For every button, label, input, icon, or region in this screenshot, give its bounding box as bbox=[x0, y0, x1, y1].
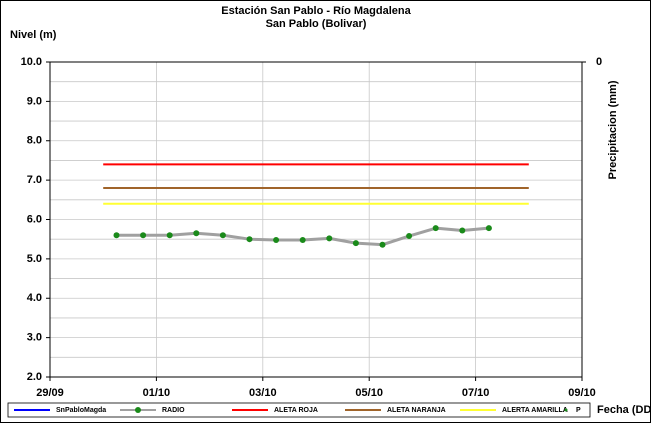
x-tick-label: 09/10 bbox=[568, 387, 596, 399]
y2-axis-label: Precipitacion (mm) bbox=[607, 80, 619, 179]
y2-tick-label: 0 bbox=[596, 56, 602, 68]
y-tick-label: 10.0 bbox=[21, 56, 42, 68]
data-point bbox=[113, 232, 120, 239]
x-tick-label: 07/10 bbox=[462, 387, 490, 399]
x-tick-label: 29/09 bbox=[36, 387, 64, 399]
legend-label: ALETA ROJA bbox=[274, 407, 318, 414]
data-point bbox=[166, 232, 173, 239]
data-point bbox=[193, 230, 200, 237]
legend-label: ALETA NARANJA bbox=[387, 407, 446, 414]
data-point bbox=[379, 241, 386, 248]
legend-label: P bbox=[576, 407, 581, 414]
data-point bbox=[219, 232, 226, 239]
x-axis-label: Fecha (DD/MM) bbox=[597, 404, 651, 416]
y-tick-label: 4.0 bbox=[27, 292, 42, 304]
data-point bbox=[299, 236, 306, 243]
chart-subtitle: San Pablo (Bolivar) bbox=[266, 18, 367, 30]
chart-title: Estación San Pablo - Río Magdalena bbox=[221, 5, 411, 17]
data-point bbox=[273, 236, 280, 243]
legend-box bbox=[7, 402, 591, 418]
y-tick-label: 3.0 bbox=[27, 332, 42, 344]
y-tick-label: 9.0 bbox=[27, 95, 42, 107]
data-point bbox=[485, 225, 492, 232]
data-point bbox=[246, 236, 253, 243]
x-tick-label: 03/10 bbox=[249, 387, 277, 399]
data-point bbox=[352, 240, 359, 247]
y-tick-label: 8.0 bbox=[27, 135, 42, 147]
legend-symbol bbox=[564, 408, 568, 412]
data-point bbox=[432, 225, 439, 232]
y-tick-label: 6.0 bbox=[27, 213, 42, 225]
legend-label: RADIO bbox=[162, 407, 185, 414]
data-point bbox=[140, 232, 147, 239]
legend-label: ALERTA AMARILLA bbox=[502, 407, 568, 414]
y-tick-label: 7.0 bbox=[27, 174, 42, 186]
x-tick-label: 05/10 bbox=[355, 387, 383, 399]
y-tick-label: 5.0 bbox=[27, 253, 42, 265]
legend-label: SnPabloMagda bbox=[56, 407, 106, 414]
plot-border bbox=[49, 61, 583, 378]
x-tick-label: 01/10 bbox=[143, 387, 171, 399]
y-axis-label: Nivel (m) bbox=[10, 29, 57, 41]
y-tick-label: 2.0 bbox=[27, 371, 42, 383]
legend-marker bbox=[135, 407, 141, 413]
data-point bbox=[459, 227, 466, 234]
data-point bbox=[326, 235, 333, 242]
data-point bbox=[406, 233, 413, 240]
